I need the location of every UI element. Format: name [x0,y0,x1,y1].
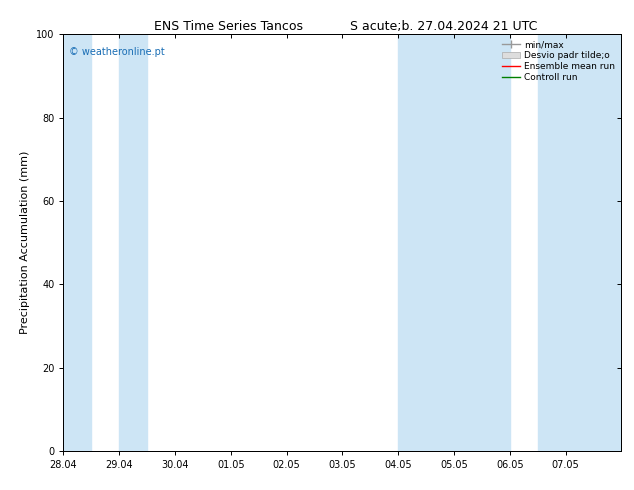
Bar [538,34,593,451]
Y-axis label: Precipitation Accumulation (mm): Precipitation Accumulation (mm) [20,151,30,334]
Text: S acute;b. 27.04.2024 21 UTC: S acute;b. 27.04.2024 21 UTC [350,20,538,33]
Bar [398,34,510,451]
Text: ENS Time Series Tancos: ENS Time Series Tancos [153,20,303,33]
Bar [63,34,91,451]
Text: © weatheronline.pt: © weatheronline.pt [69,47,165,57]
Legend: min/max, Desvio padr tilde;o, Ensemble mean run, Controll run: min/max, Desvio padr tilde;o, Ensemble m… [500,39,617,84]
Bar [593,34,621,451]
Bar [119,34,147,451]
